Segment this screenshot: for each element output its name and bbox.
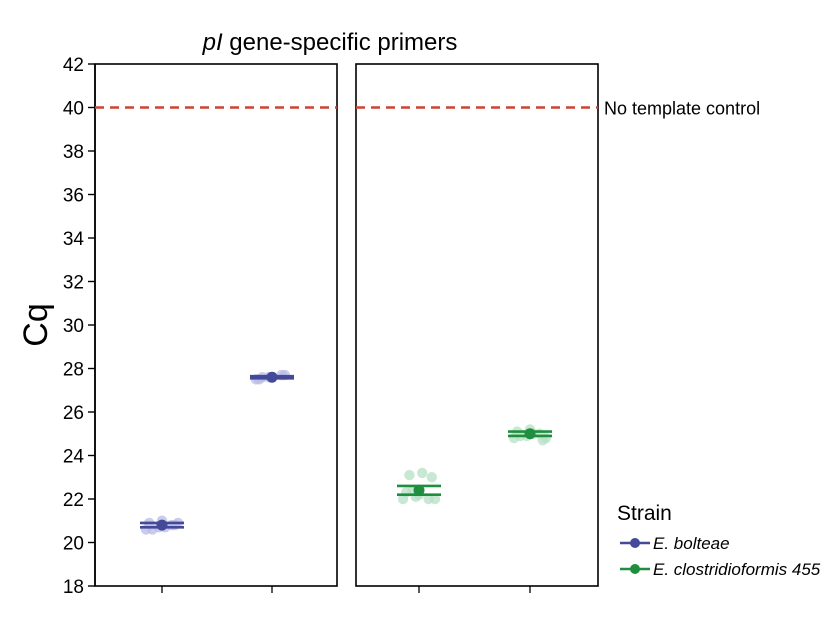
data-point: [426, 472, 437, 483]
marks-layer: [140, 369, 552, 535]
y-tick-label: 18: [63, 577, 84, 598]
y-tick-label: 28: [63, 360, 84, 381]
y-tick-label: 26: [63, 403, 84, 424]
y-tick-label: 42: [63, 55, 84, 76]
y-tick-label: 30: [63, 316, 84, 337]
data-point: [540, 432, 552, 444]
reference-line-layer: No template control: [95, 99, 760, 119]
panels-layer: [94, 63, 599, 593]
mean-point: [413, 484, 425, 496]
y-tick-label: 40: [63, 99, 84, 120]
mean-point: [156, 519, 168, 531]
y-tick-label: 32: [63, 273, 84, 294]
legend-entry: E. clostridioformis 455: [653, 560, 821, 579]
chart-title: pI gene-specific primers: [202, 29, 458, 56]
y-tick-label: 34: [63, 229, 85, 250]
data-point: [147, 524, 158, 535]
chart-title-rest: gene-specific primers: [223, 29, 458, 56]
y-tick-label: 24: [63, 447, 85, 468]
legend-swatch-marker: [630, 564, 640, 574]
chart-title-italic: pI: [202, 29, 223, 56]
data-point: [404, 469, 415, 481]
panel-frame: [355, 63, 599, 587]
y-axis-label: Cq: [17, 303, 55, 346]
mean-point: [524, 428, 536, 440]
reference-line-label: No template control: [604, 99, 760, 119]
data-point: [429, 493, 441, 505]
legend-title: Strain: [617, 502, 672, 525]
y-tick-label: 22: [63, 490, 84, 511]
y-tick-label: 20: [63, 534, 84, 555]
mean-point: [266, 371, 278, 383]
data-point: [417, 467, 428, 479]
legend-entry: E. bolteae: [653, 534, 730, 553]
y-axis: 18 20 22 24 26 28 30 32 34 36 38 40 42: [63, 55, 96, 598]
y-tick-label: 36: [63, 186, 84, 207]
legend-swatch-marker: [630, 538, 640, 548]
y-tick-label: 38: [63, 142, 84, 163]
legend: Strain E. bolteae E. clostridioformis 455: [617, 502, 821, 579]
panel-frame: [94, 63, 338, 587]
